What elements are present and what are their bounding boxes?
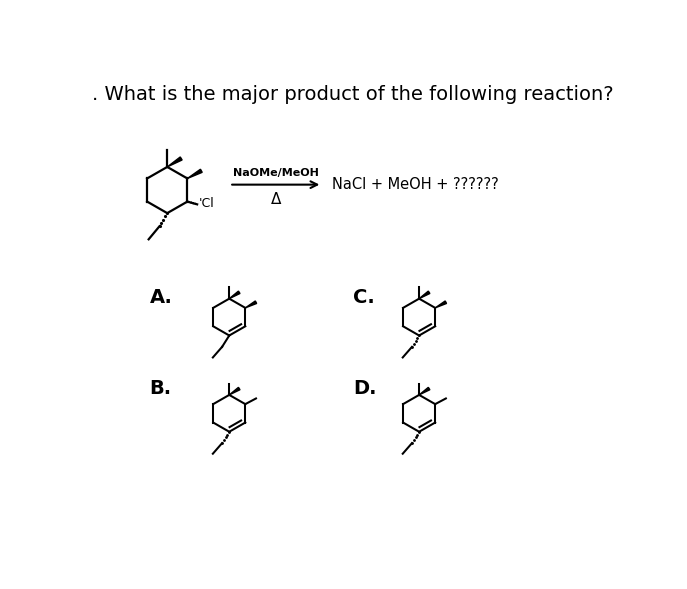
Text: . What is the major product of the following reaction?: . What is the major product of the follo… — [92, 85, 613, 104]
Text: Δ: Δ — [271, 193, 281, 207]
Text: NaCl + MeOH + ??????: NaCl + MeOH + ?????? — [333, 177, 499, 192]
Text: D.: D. — [353, 379, 376, 398]
Text: C.: C. — [353, 288, 375, 307]
Text: NaOMe/MeOH: NaOMe/MeOH — [233, 168, 319, 178]
Polygon shape — [245, 301, 257, 308]
Text: A.: A. — [150, 288, 172, 307]
Polygon shape — [435, 301, 447, 308]
Polygon shape — [229, 388, 240, 395]
Text: 'Cl: 'Cl — [199, 197, 215, 210]
Polygon shape — [419, 388, 430, 395]
Polygon shape — [229, 291, 240, 299]
Polygon shape — [419, 291, 430, 299]
Polygon shape — [188, 169, 202, 178]
Text: B.: B. — [150, 379, 172, 398]
Polygon shape — [167, 157, 182, 167]
